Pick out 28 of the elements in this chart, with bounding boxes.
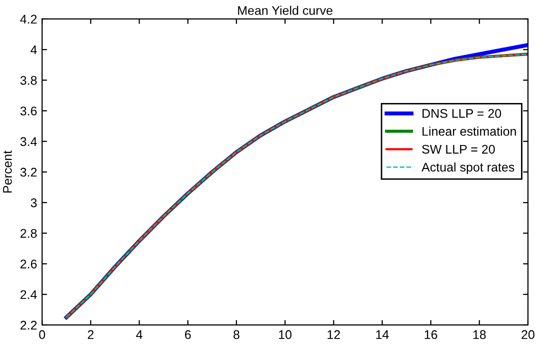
x-tick-label: 10 bbox=[279, 330, 292, 340]
y-tick-label: 3.4 bbox=[20, 137, 37, 146]
y-tick-label: 3 bbox=[30, 198, 37, 208]
x-tick-label: 0 bbox=[39, 330, 46, 340]
x-tick-label: 16 bbox=[424, 330, 438, 340]
chart-title: Mean Yield curve bbox=[238, 6, 332, 15]
legend-label: Linear estimation bbox=[422, 126, 516, 136]
x-tick-label: 6 bbox=[185, 330, 191, 340]
x-tick-label: 2 bbox=[88, 330, 94, 339]
y-tick-label: 2.4 bbox=[20, 290, 37, 299]
x-tick-label: 12 bbox=[328, 330, 340, 339]
x-tick-label: 8 bbox=[234, 330, 240, 340]
y-tick-label: 3.8 bbox=[20, 76, 37, 85]
y-tick-label: 3.2 bbox=[20, 168, 37, 177]
y-tick-label: 2.8 bbox=[20, 228, 37, 238]
y-tick-label: 3.6 bbox=[20, 106, 37, 116]
y-axis-title: Percent bbox=[3, 150, 12, 192]
legend-label: DNS LLP = 20 bbox=[422, 109, 502, 118]
x-tick-label: 18 bbox=[473, 330, 486, 340]
legend-label: Actual spot rates bbox=[422, 162, 514, 174]
x-tick-label: 4 bbox=[136, 330, 142, 339]
y-tick-label: 2.6 bbox=[20, 260, 37, 268]
x-tick-label: 14 bbox=[376, 330, 389, 339]
y-tick-label: 2.2 bbox=[20, 320, 37, 330]
y-tick-label: 4 bbox=[30, 46, 37, 54]
legend-label: SW LLP = 20 bbox=[422, 144, 495, 154]
x-tick-label: 20 bbox=[522, 330, 534, 340]
y-tick-label: 4.2 bbox=[20, 14, 37, 24]
